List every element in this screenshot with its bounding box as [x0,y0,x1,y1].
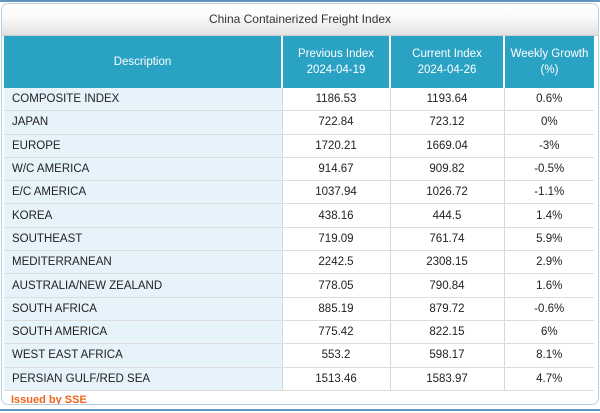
column-header-line2: (%) [540,64,559,76]
top-border-line [0,0,600,2]
current-index-cell: 1583.97 [389,367,504,391]
table-row: COMPOSITE INDEX 1186.53 1193.64 0.6% [4,88,594,112]
previous-index-cell: 1037.94 [281,180,390,205]
weekly-growth-cell: 0% [503,110,594,135]
column-header-line1: Description [113,56,172,68]
description-cell: W/C AMERICA [4,157,282,182]
description-cell: JAPAN [4,110,282,135]
column-header-description: Description [4,36,282,88]
current-index-cell: 909.82 [389,157,504,182]
description-cell: KOREA [4,203,282,228]
previous-index-cell: 1720.21 [281,134,390,158]
description-cell: COMPOSITE INDEX [4,88,282,112]
column-header-weekly-growth: Weekly Growth (%) [503,36,594,88]
previous-index-cell: 775.42 [281,320,390,345]
current-index-cell: 2308.15 [389,250,504,275]
freight-index-table: Description Previous Index 2024-04-19 Cu… [4,36,594,391]
table-row: W/C AMERICA 914.67 909.82 -0.5% [4,157,594,182]
current-index-cell: 723.12 [389,110,504,135]
description-cell: WEST EAST AFRICA [4,343,282,368]
description-cell: EUROPE [4,134,282,158]
weekly-growth-cell: -3% [503,134,594,158]
weekly-growth-cell: -0.5% [503,157,594,182]
table-row: JAPAN 722.84 723.12 0% [4,110,594,135]
weekly-growth-cell: 1.6% [503,273,594,298]
previous-index-cell: 438.16 [281,203,390,228]
previous-index-cell: 553.2 [281,343,390,368]
weekly-growth-cell: 4.7% [503,367,594,391]
description-cell: SOUTH AFRICA [4,297,282,321]
table-header: Description Previous Index 2024-04-19 Cu… [4,36,594,88]
table-row: SOUTHEAST 719.09 761.74 5.9% [4,227,594,252]
previous-index-cell: 722.84 [281,110,390,135]
weekly-growth-cell: 8.1% [503,343,594,368]
table-row: AUSTRALIA/NEW ZEALAND 778.05 790.84 1.6% [4,273,594,298]
current-index-cell: 1669.04 [389,134,504,158]
weekly-growth-cell: 2.9% [503,250,594,275]
column-header-line1: Previous Index [297,48,375,60]
current-index-cell: 761.74 [389,227,504,252]
table-row: E/C AMERICA 1037.94 1026.72 -1.1% [4,180,594,205]
current-index-cell: 1193.64 [389,88,504,112]
description-cell: E/C AMERICA [4,180,282,205]
description-cell: SOUTH AMERICA [4,320,282,345]
previous-index-cell: 1186.53 [281,88,390,112]
previous-index-cell: 914.67 [281,157,390,182]
previous-index-cell: 719.09 [281,227,390,252]
current-index-cell: 598.17 [389,343,504,368]
column-header-line1: Current Index [412,48,482,60]
table-header-row: Description Previous Index 2024-04-19 Cu… [4,36,594,88]
previous-index-cell: 885.19 [281,297,390,321]
column-header-current-index: Current Index 2024-04-26 [389,36,504,88]
description-cell: AUSTRALIA/NEW ZEALAND [4,273,282,298]
weekly-growth-cell: -1.1% [503,180,594,205]
description-cell: MEDITERRANEAN [4,250,282,275]
table-row: MEDITERRANEAN 2242.5 2308.15 2.9% [4,250,594,275]
table-row: WEST EAST AFRICA 553.2 598.17 8.1% [4,343,594,368]
weekly-growth-cell: 1.4% [503,203,594,228]
previous-index-cell: 778.05 [281,273,390,298]
table-row: SOUTH AFRICA 885.19 879.72 -0.6% [4,297,594,321]
weekly-growth-cell: 6% [503,320,594,345]
table-row: EUROPE 1720.21 1669.04 -3% [4,134,594,158]
column-header-line1: Weekly Growth [510,48,589,60]
current-index-cell: 790.84 [389,273,504,298]
bottom-border-line [0,409,600,411]
freight-index-panel: China Containerized Freight Index Descri… [1,3,599,405]
description-cell: PERSIAN GULF/RED SEA [4,367,282,391]
panel-title: China Containerized Freight Index [2,4,598,36]
previous-index-cell: 1513.46 [281,367,390,391]
table-row: KOREA 438.16 444.5 1.4% [4,203,594,228]
previous-index-cell: 2242.5 [281,250,390,275]
weekly-growth-cell: 5.9% [503,227,594,252]
current-index-cell: 1026.72 [389,180,504,205]
column-header-previous-index: Previous Index 2024-04-19 [281,36,390,88]
column-header-line2: 2024-04-26 [417,64,477,76]
current-index-cell: 822.15 [389,320,504,345]
table-row: SOUTH AMERICA 775.42 822.15 6% [4,320,594,345]
current-index-cell: 444.5 [389,203,504,228]
weekly-growth-cell: -0.6% [503,297,594,321]
column-header-line2: 2024-04-19 [306,64,366,76]
table-body: COMPOSITE INDEX 1186.53 1193.64 0.6% JAPAN 72… [4,88,594,391]
issued-by-label: Issued by SSE [11,393,87,405]
current-index-cell: 879.72 [389,297,504,321]
description-cell: SOUTHEAST [4,227,282,252]
table-row: PERSIAN GULF/RED SEA 1513.46 1583.97 4.7% [4,367,594,391]
weekly-growth-cell: 0.6% [503,88,594,112]
